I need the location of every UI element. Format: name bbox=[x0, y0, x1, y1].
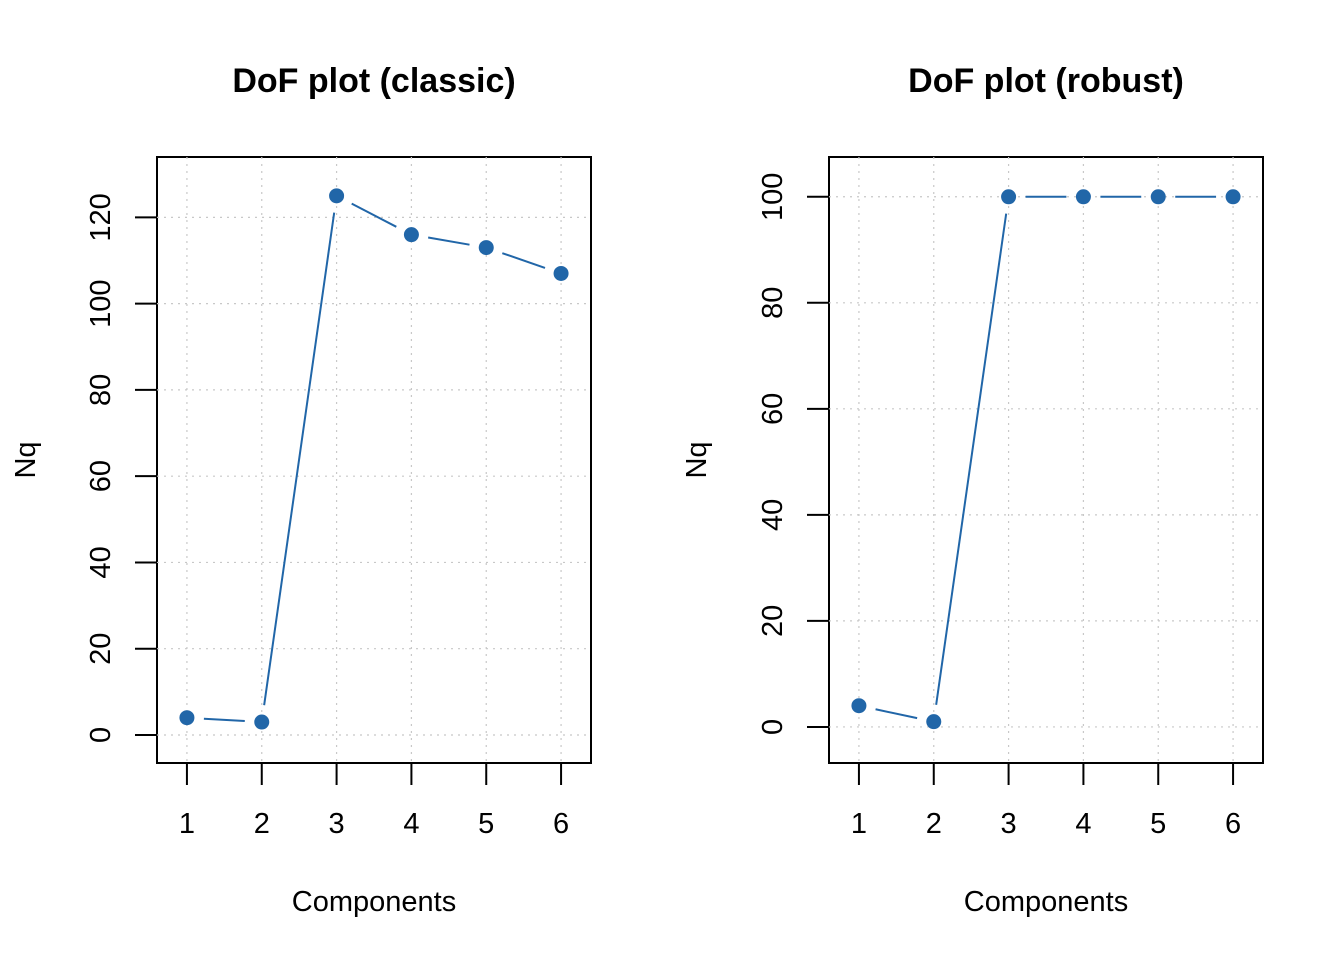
data-point bbox=[478, 240, 494, 256]
data-point bbox=[1150, 189, 1166, 205]
series-line-segment bbox=[501, 252, 546, 269]
grid-layer bbox=[829, 157, 1263, 763]
x-tick-label: 2 bbox=[926, 808, 942, 840]
y-tick-label: 0 bbox=[757, 719, 789, 735]
x-tick-label: 3 bbox=[329, 808, 345, 840]
x-tick-label: 2 bbox=[254, 808, 270, 840]
x-axis-label: Components bbox=[964, 886, 1128, 918]
data-point bbox=[1001, 189, 1017, 205]
y-tick-label: 60 bbox=[757, 393, 789, 425]
series-line-segment bbox=[263, 212, 336, 706]
series-line-segment bbox=[351, 202, 397, 228]
x-axis: 1 2 3 4 5 6 bbox=[179, 763, 569, 840]
x-axis-label: Components bbox=[292, 886, 456, 918]
series-line-segment bbox=[203, 717, 245, 723]
y-tick-label: 100 bbox=[757, 173, 789, 221]
y-tick-label: 60 bbox=[85, 460, 117, 492]
y-tick-label: 20 bbox=[757, 605, 789, 637]
series-line-segment bbox=[935, 213, 1008, 705]
data-point bbox=[329, 188, 345, 204]
y-tick-label: 120 bbox=[85, 193, 117, 241]
y-tick-label: 80 bbox=[85, 374, 117, 406]
data-point bbox=[403, 227, 419, 243]
plot-frame bbox=[828, 156, 1264, 764]
data-point bbox=[179, 710, 195, 726]
y-axis-label: Nq bbox=[681, 441, 713, 478]
x-axis: 1 2 3 4 5 6 bbox=[851, 763, 1241, 840]
x-tick-label: 4 bbox=[403, 808, 419, 840]
data-point bbox=[926, 714, 942, 730]
panel-classic: DoF plot (classic) 1 2 3 4 5 6 0 20 40 60 80 100 12… bbox=[10, 62, 592, 918]
series-line-segment bbox=[427, 236, 470, 246]
chart-title: DoF plot (robust) bbox=[908, 62, 1184, 100]
x-tick-label: 5 bbox=[478, 808, 494, 840]
x-tick-label: 3 bbox=[1001, 808, 1017, 840]
x-tick-label: 1 bbox=[179, 808, 195, 840]
data-point bbox=[1075, 189, 1091, 205]
panel-robust: DoF plot (robust) 1 2 3 4 5 6 0 20 40 60 80 100 Co… bbox=[681, 62, 1264, 918]
y-tick-label: 20 bbox=[85, 633, 117, 665]
plot-frame bbox=[156, 156, 592, 764]
series-layer bbox=[179, 188, 569, 730]
data-point bbox=[851, 698, 867, 714]
y-axis-label: Nq bbox=[10, 441, 42, 478]
series-line-segment bbox=[875, 708, 918, 720]
y-tick-label: 40 bbox=[757, 499, 789, 531]
series-layer bbox=[851, 189, 1241, 730]
x-tick-label: 1 bbox=[851, 808, 867, 840]
y-axis: 0 20 40 60 80 100 120 bbox=[85, 193, 157, 743]
x-tick-label: 5 bbox=[1150, 808, 1166, 840]
data-point bbox=[1225, 189, 1241, 205]
y-tick-label: 40 bbox=[85, 546, 117, 578]
y-tick-label: 0 bbox=[85, 727, 117, 743]
y-tick-label: 100 bbox=[85, 279, 117, 327]
x-tick-label: 6 bbox=[553, 808, 569, 840]
grid-layer bbox=[157, 157, 591, 763]
x-tick-label: 4 bbox=[1075, 808, 1091, 840]
y-tick-label: 80 bbox=[757, 287, 789, 319]
chart-title: DoF plot (classic) bbox=[232, 62, 515, 100]
x-tick-label: 6 bbox=[1225, 808, 1241, 840]
y-axis: 0 20 40 60 80 100 bbox=[757, 173, 829, 735]
data-point bbox=[553, 265, 569, 281]
data-point bbox=[254, 714, 270, 730]
